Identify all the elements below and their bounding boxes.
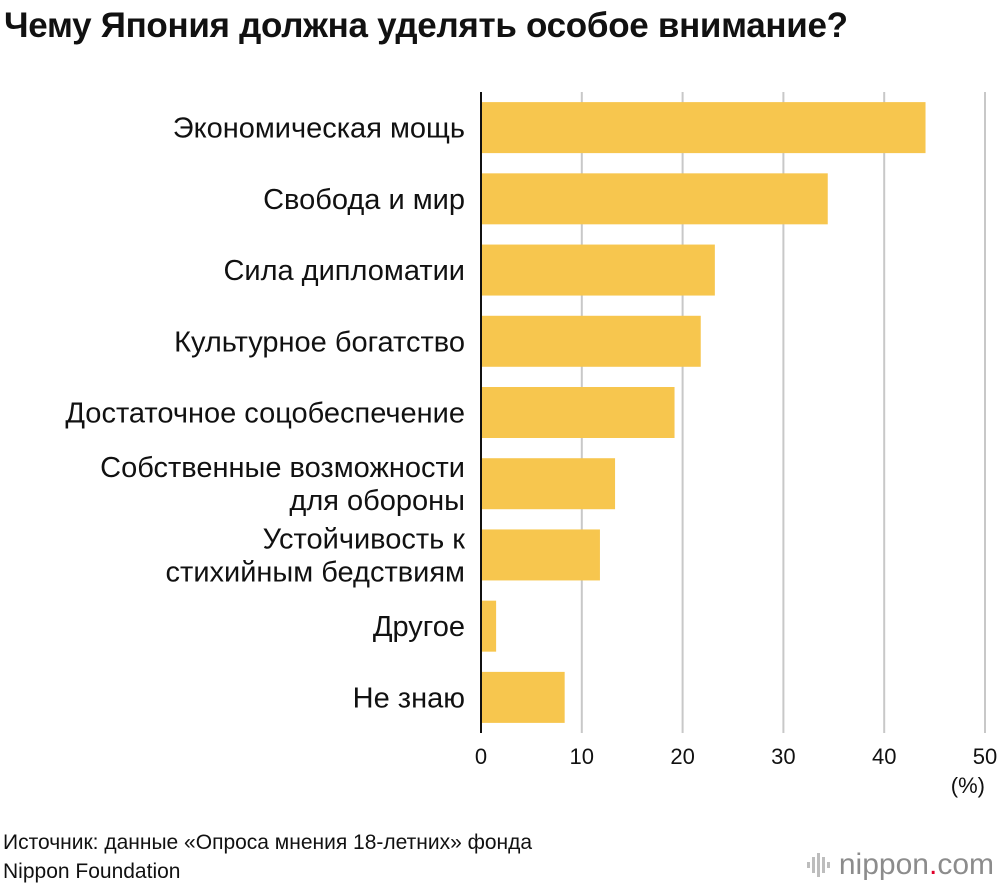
category-label: Культурное богатство [174,326,465,358]
x-tick-label: 20 [670,744,694,769]
sound-wave-icon [806,853,830,877]
brand-name: nippon [838,848,929,881]
bar [481,458,616,510]
bar [481,315,701,367]
x-tick-labels: 0 10 20 30 40 50 [475,744,997,769]
bars [481,102,926,723]
x-unit-label: (%) [951,773,985,798]
brand-dot: . [928,848,938,881]
brand-suffix: com [937,848,994,881]
x-tick-label: 10 [570,744,594,769]
source-line-1: Источник: данные «Опроса мнения 18-летни… [3,831,533,854]
bar [481,244,715,296]
source-line-2: Nippon Foundation [3,860,181,883]
x-tick-label: 40 [872,744,896,769]
bar [481,671,565,723]
source-note: Источник: данные «Опроса мнения 18-летни… [3,828,532,886]
category-label: Свобода и мир [263,184,465,216]
bar [481,173,828,225]
category-label: стихийным бедствиям [166,556,465,588]
category-label: Сила дипломатии [223,255,465,287]
category-label: Устойчивость к [263,523,466,555]
category-label: Достаточное соцобеспечение [65,398,465,430]
nippon-logo[interactable]: nippon. com [806,848,994,882]
category-label: Экономическая мощь [173,113,465,145]
bar [481,600,497,652]
category-label: Не знаю [353,682,465,714]
bar-chart: Экономическая мощь Свобода и мир Сила дипл… [65,92,997,798]
bar [481,529,600,581]
category-label: для обороны [289,485,465,517]
bar [481,387,675,438]
bar [481,102,926,154]
category-label: Другое [373,611,465,643]
x-tick-label: 50 [973,744,997,769]
x-tick-label: 30 [771,744,795,769]
category-label: Собственные возможности [100,452,465,484]
x-tick-label: 0 [475,744,487,769]
category-labels: Экономическая мощь Свобода и мир Сила дипл… [65,113,465,715]
chart-title: Чему Япония должна уделять особое вниман… [4,6,848,45]
